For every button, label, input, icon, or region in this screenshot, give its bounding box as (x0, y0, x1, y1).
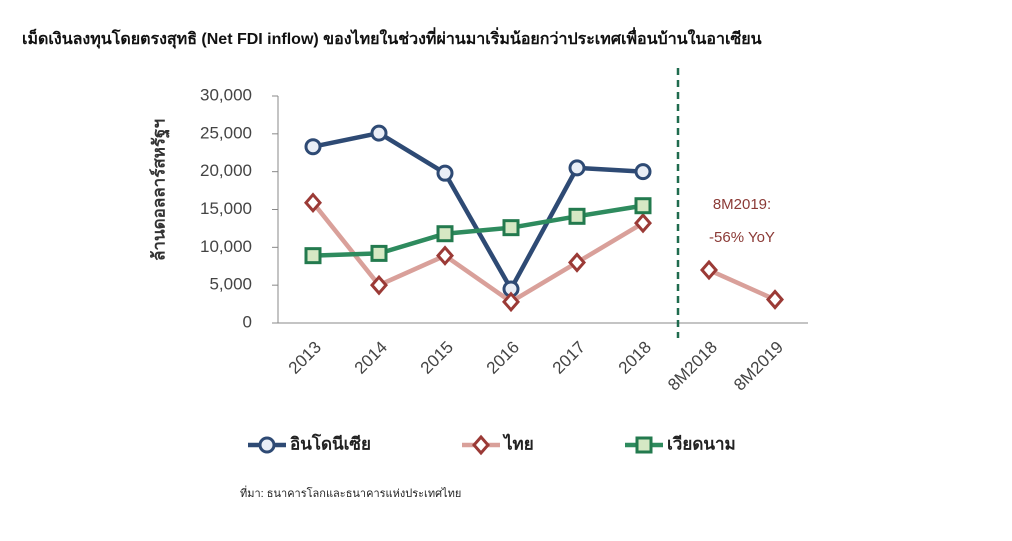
data-point (634, 197, 652, 215)
x-tick-label: 2016 (483, 338, 523, 378)
y-tick-label: 25,000 (200, 123, 252, 142)
x-tick-label: 2014 (351, 338, 391, 378)
legend-marker (472, 434, 490, 456)
y-axis-label: ล้านดอลลาร์สหรัฐฯ (148, 119, 170, 261)
series-line (311, 201, 776, 305)
data-point (436, 245, 454, 266)
y-tick-label: 15,000 (200, 199, 252, 218)
source-note: ที่มา: ธนาคารโลกและธนาคารแห่งประเทศไทย (240, 485, 461, 500)
legend-label: อินโดนีเซีย (290, 433, 371, 453)
x-tick-label: 2015 (417, 338, 457, 378)
data-point (436, 225, 454, 243)
data-point (568, 207, 586, 225)
legend-marker (635, 436, 653, 454)
data-point (304, 138, 322, 156)
x-tick-label: 8M2019 (730, 338, 787, 395)
annotation: -56% YoY (709, 229, 775, 246)
data-point (634, 212, 652, 234)
data-point (568, 159, 586, 177)
data-point (502, 291, 520, 313)
data-point (766, 289, 784, 310)
legend-label: ไทย (502, 433, 534, 453)
x-tick-label: 8M2018 (664, 338, 721, 395)
annotation: 8M2019: (713, 196, 771, 213)
data-point (634, 163, 652, 181)
data-point (304, 247, 322, 265)
data-point (502, 219, 520, 237)
x-tick-label: 2017 (549, 338, 589, 378)
legend-label: เวียดนาม (667, 433, 736, 453)
series-line (312, 203, 644, 258)
legend-marker (258, 436, 276, 454)
data-point (700, 259, 718, 281)
data-point (304, 192, 322, 213)
data-point (370, 274, 388, 296)
y-tick-label: 5,000 (209, 275, 252, 294)
y-tick-label: 0 (243, 312, 252, 331)
y-tick-label: 30,000 (200, 85, 252, 104)
x-tick-label: 2018 (615, 338, 655, 378)
data-point (568, 252, 586, 273)
data-point (436, 164, 454, 182)
chart-title: เม็ดเงินลงทุนโดยตรงสุทธิ (Net FDI inflow… (22, 27, 762, 49)
y-tick-label: 20,000 (200, 161, 252, 180)
y-tick-label: 10,000 (200, 237, 252, 256)
data-point (370, 124, 388, 142)
data-point (370, 244, 388, 262)
x-tick-label: 2013 (285, 338, 325, 378)
